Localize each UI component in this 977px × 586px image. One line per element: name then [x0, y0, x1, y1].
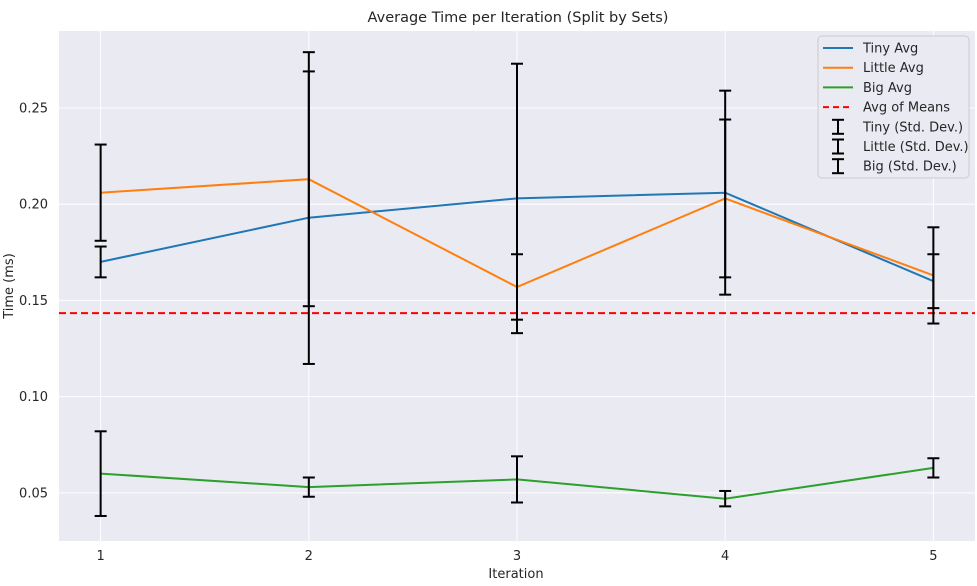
- x-tick-label: 1: [96, 549, 104, 564]
- chart-title: Average Time per Iteration (Split by Set…: [368, 10, 669, 26]
- x-tick-label: 4: [721, 549, 729, 564]
- errorbar: [94, 430, 107, 517]
- legend-label: Tiny Avg: [862, 42, 918, 57]
- y-tick-label: 0.25: [19, 101, 48, 116]
- x-tick-labels: 1 2 3 4 5: [96, 549, 937, 564]
- x-tick-label: 5: [929, 549, 937, 564]
- y-tick-label: 0.15: [19, 294, 48, 309]
- x-tick-label: 3: [513, 549, 521, 564]
- legend-box: [817, 35, 970, 179]
- errorbar: [719, 489, 732, 508]
- errorbar: [511, 253, 523, 321]
- legend-label: Avg of Means: [863, 101, 950, 116]
- y-tick-label: 0.20: [19, 198, 48, 213]
- errorbar: [511, 455, 523, 504]
- errorbar: [94, 245, 107, 279]
- legend-label: Little (Std. Dev.): [863, 140, 969, 155]
- legend-label: Tiny (Std. Dev.): [862, 120, 963, 135]
- errorbar: [927, 457, 940, 479]
- errorbar: [719, 118, 732, 279]
- legend-label: Big Avg: [863, 81, 912, 96]
- y-axis-label: Time (ms): [2, 253, 17, 320]
- errorbar: [927, 226, 940, 325]
- y-tick-labels: 0.05 0.10 0.15 0.20 0.25: [19, 101, 48, 501]
- errorbar: [94, 143, 107, 242]
- errorbar: [302, 476, 315, 498]
- errorbars: [94, 51, 940, 517]
- legend-label: Little Avg: [863, 61, 924, 76]
- x-axis-label: Iteration: [488, 567, 543, 582]
- legend-label: Big (Std. Dev.): [863, 160, 957, 175]
- legend: Tiny Avg Little Avg Big Avg Avg of Means Tin…: [817, 35, 970, 179]
- y-tick-label: 0.10: [19, 390, 48, 405]
- x-tick-label: 2: [305, 549, 313, 564]
- y-tick-label: 0.05: [19, 486, 48, 501]
- errorbar: [302, 51, 315, 308]
